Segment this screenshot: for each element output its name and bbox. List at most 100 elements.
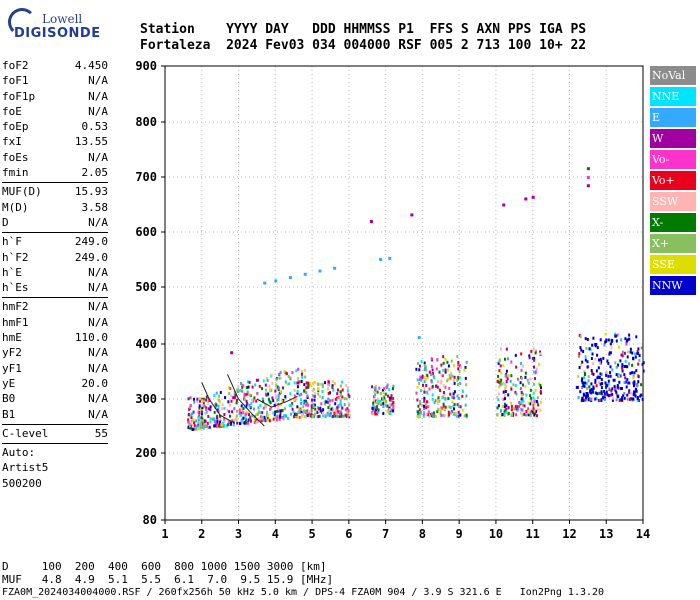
echo-mark [505, 407, 508, 411]
echo-mark [217, 409, 220, 413]
series-point [627, 381, 631, 385]
echo-mark [586, 392, 589, 396]
echo-mark [504, 386, 507, 390]
echo-mark [310, 384, 313, 388]
legend-item: NoVal [650, 66, 696, 85]
echo-mark [431, 368, 434, 372]
echo-mark [590, 382, 593, 386]
echo-mark [582, 392, 585, 396]
echo-mark [371, 406, 374, 410]
echo-mark [372, 401, 375, 405]
echo-mark [390, 394, 393, 398]
echo-mark [632, 381, 635, 385]
echo-mark [527, 407, 530, 411]
echo-mark [198, 404, 201, 408]
echo-mark [444, 405, 447, 409]
echo-mark [201, 419, 204, 423]
param-row: Auto: [2, 445, 108, 460]
echo-mark [642, 361, 645, 365]
echo-mark [279, 409, 282, 413]
echo-mark [637, 347, 640, 351]
echo-mark [301, 370, 303, 374]
echo-mark [600, 392, 603, 396]
echo-mark [226, 424, 228, 428]
echo-mark [377, 410, 380, 414]
param-name: D [2, 215, 9, 229]
echo-mark [447, 397, 450, 400]
param-value: N/A [88, 89, 108, 103]
param-row: foE N/A [2, 104, 108, 119]
echo-mark [600, 378, 603, 381]
echo-mark [621, 369, 624, 373]
echo-mark [377, 399, 380, 403]
series-point [575, 385, 579, 389]
echo-mark [270, 406, 273, 410]
echo-mark [337, 404, 340, 408]
echo-mark [452, 378, 455, 382]
echo-mark [260, 419, 263, 423]
echo-mark [512, 412, 515, 415]
echo-mark [328, 403, 331, 407]
echo-mark [386, 385, 389, 389]
echo-mark [269, 400, 272, 404]
echo-mark [533, 365, 535, 369]
echo-mark [387, 394, 390, 398]
param-row: hmF1 N/A [2, 315, 108, 330]
echo-mark [510, 387, 513, 391]
series-point [597, 376, 601, 379]
echo-mark [507, 411, 510, 415]
echo-mark [419, 378, 421, 381]
echo-mark [202, 397, 205, 401]
echo-mark [241, 420, 244, 424]
echo-mark [246, 402, 249, 406]
echo-mark [347, 408, 350, 412]
echo-mark [392, 404, 395, 408]
series-point [410, 213, 414, 217]
echo-mark [245, 399, 248, 403]
param-row: foEs N/A [2, 150, 108, 165]
echo-mark [530, 409, 533, 413]
echo-mark [417, 413, 420, 417]
param-row: yE 20.0 [2, 376, 108, 391]
echo-mark [320, 402, 323, 406]
echo-mark [268, 419, 271, 423]
echo-mark [240, 419, 243, 423]
param-name: M(D) [2, 200, 29, 214]
echo-mark [202, 421, 205, 425]
param-name: Artist5 [2, 461, 49, 475]
echo-mark [279, 370, 282, 374]
echo-mark [501, 404, 504, 408]
echo-mark [423, 396, 426, 400]
echo-mark [231, 419, 234, 423]
echo-mark [515, 392, 518, 396]
echo-mark [637, 374, 640, 378]
echo-mark [434, 399, 437, 403]
echo-mark [461, 394, 464, 398]
echo-mark [269, 388, 271, 392]
echo-mark [301, 414, 304, 418]
echo-mark [374, 410, 377, 414]
echo-mark [452, 404, 455, 408]
x-tick-label: 10 [489, 527, 503, 541]
echo-mark [218, 400, 221, 404]
echo-mark [281, 408, 284, 412]
echo-mark [235, 414, 238, 418]
echo-mark [276, 417, 278, 421]
echo-mark [534, 388, 537, 392]
echo-mark [227, 423, 230, 427]
echo-mark [444, 397, 447, 401]
echo-mark [271, 396, 274, 400]
echo-mark [274, 410, 276, 414]
echo-mark [340, 384, 342, 388]
echo-mark [187, 397, 190, 401]
echo-mark [577, 374, 579, 378]
echo-mark [532, 347, 535, 351]
echo-mark [605, 386, 607, 390]
legend-item: SSW [650, 192, 696, 211]
echo-mark [423, 380, 426, 383]
series-point [623, 365, 627, 368]
echo-mark [295, 397, 298, 401]
echo-mark [590, 369, 593, 372]
echo-mark [295, 369, 298, 373]
echo-mark [598, 358, 600, 362]
